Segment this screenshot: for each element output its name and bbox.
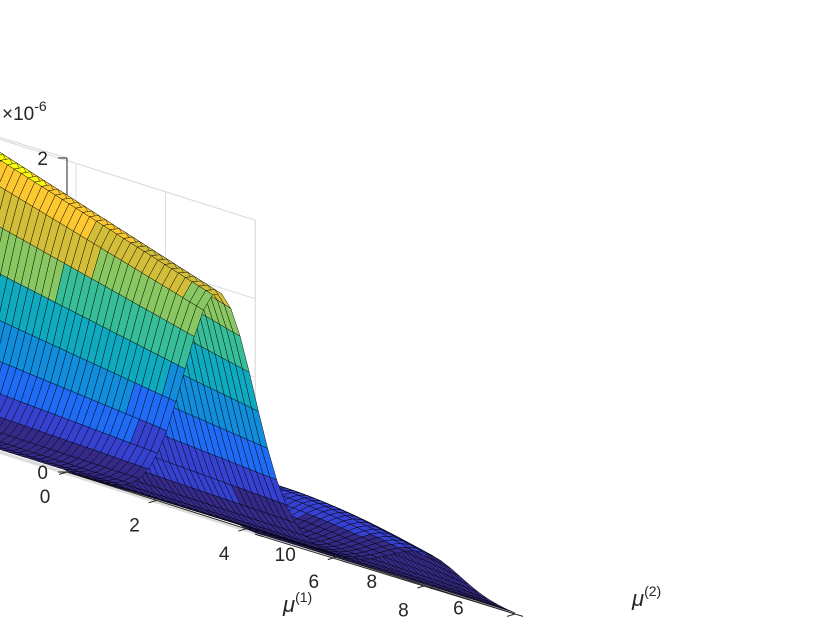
z-tick-label: 2 xyxy=(37,149,48,170)
x-axis-label: μ(1) xyxy=(282,589,312,617)
y-tick xyxy=(515,614,523,616)
y-tick-label: 6 xyxy=(453,598,464,619)
z-exponent-label: ×10-6 xyxy=(2,98,47,125)
y-tick-label: 8 xyxy=(367,572,378,593)
z-tick-label: 0 xyxy=(37,463,48,484)
x-tick xyxy=(507,614,515,616)
y-axis-label: μ(2) xyxy=(631,583,661,611)
y-tick-label: 10 xyxy=(275,545,296,566)
x-tick-label: 4 xyxy=(219,544,230,565)
x-tick-label: 2 xyxy=(129,515,140,536)
x-tick-label: 8 xyxy=(398,601,409,622)
surface-mesh xyxy=(0,128,515,613)
x-tick xyxy=(417,586,425,588)
x-tick-label: 0 xyxy=(40,487,51,508)
